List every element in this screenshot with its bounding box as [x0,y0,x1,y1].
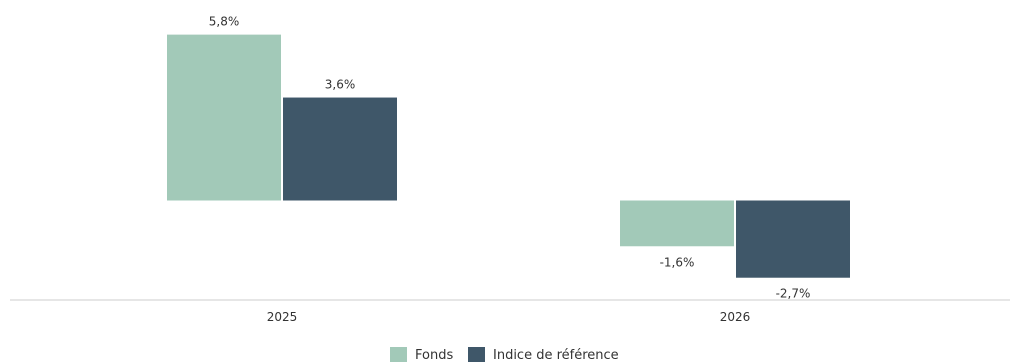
data-label-fonds-2026: -1,6% [660,255,695,269]
value-labels-group: 5,8% 3,6% -1,6% -2,7% [209,15,811,301]
bar-indice-de-r-f-rence-2025 [283,97,397,201]
x-tick-label-2025: 2025 [267,310,298,324]
data-label-indice-de-r-f-rence-2025: 3,6% [325,78,356,92]
legend: Fonds Indice de référence [390,347,619,362]
data-label-fonds-2025: 5,8% [209,15,240,29]
bar-indice-de-r-f-rence-2026 [736,200,850,278]
bar-fonds-2026 [620,200,734,247]
bar-fonds-2025 [167,34,281,201]
legend-swatch-fonds [390,347,407,362]
x-tick-labels-group: 2025 2026 [267,310,751,324]
legend-label-indice-de-r-f-rence: Indice de référence [493,348,619,362]
bars-group [167,34,850,278]
x-tick-label-2026: 2026 [720,310,751,324]
data-label-indice-de-r-f-rence-2026: -2,7% [776,287,811,301]
legend-label-fonds: Fonds [415,348,453,362]
legend-swatch-indice-de-r-f-rence [468,347,485,362]
